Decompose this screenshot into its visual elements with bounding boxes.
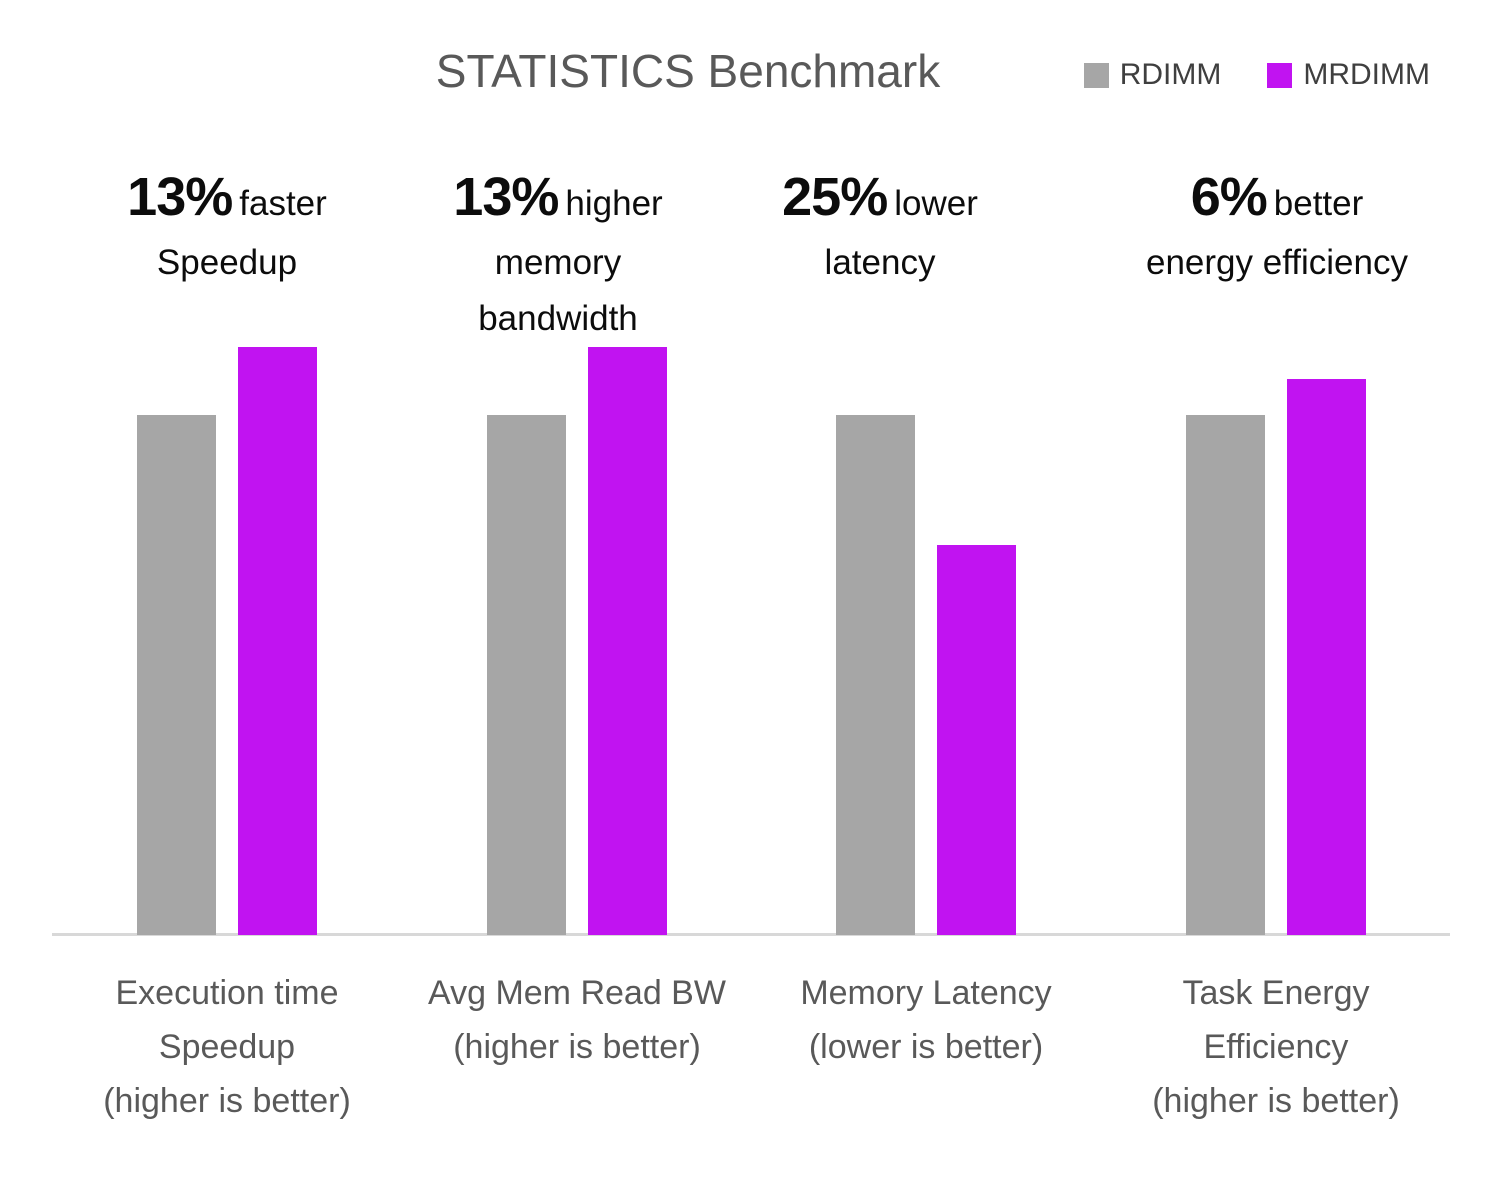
category-label-2: Avg Mem Read BW (higher is better) (377, 966, 777, 1074)
category-line: (higher is better) (1152, 1082, 1400, 1120)
annotation-percent: 13% (453, 167, 559, 227)
category-label-3: Memory Latency (lower is better) (726, 966, 1126, 1074)
legend: RDIMM MRDIMM (1083, 58, 1430, 92)
bar-mrdimm-1 (238, 347, 317, 935)
annotation-percent: 13% (127, 167, 233, 227)
annotation-qualifier: better (1273, 184, 1364, 223)
bar-mrdimm-2 (588, 347, 667, 935)
annotation-line: memory (494, 243, 622, 282)
bar-rdimm-4 (1186, 415, 1265, 935)
x-axis-line (52, 933, 1450, 936)
category-line: Efficiency (1203, 1028, 1349, 1066)
legend-item-rdimm: RDIMM (1083, 58, 1222, 92)
annotation-headline: 6% better (1047, 166, 1500, 235)
metric-annotation-4: 6% better energy efficiency (1047, 166, 1500, 291)
annotation-line: bandwidth (478, 299, 638, 338)
annotation-headline: 25% lower (650, 166, 1110, 235)
annotation-line: Speedup (156, 243, 298, 282)
category-line: Execution time (115, 974, 339, 1012)
bar-rdimm-1 (137, 415, 216, 935)
legend-item-mrdimm: MRDIMM (1267, 58, 1430, 92)
bar-mrdimm-4 (1287, 379, 1366, 935)
legend-label-mrdimm: MRDIMM (1303, 58, 1430, 91)
annotation-qualifier: faster (239, 184, 327, 223)
category-label-1: Execution time Speedup (higher is better) (27, 966, 427, 1128)
annotation-line: latency (824, 243, 936, 282)
metric-annotation-3: 25% lower latency (650, 166, 1110, 291)
metric-annotation-2: 13% higher memory bandwidth (328, 166, 788, 347)
category-line: (higher is better) (103, 1082, 351, 1120)
legend-swatch-rdimm (1083, 62, 1109, 88)
annotation-percent: 6% (1190, 167, 1268, 227)
category-line: Avg Mem Read BW (428, 974, 726, 1012)
category-label-4: Task Energy Efficiency (higher is better) (1076, 966, 1476, 1128)
legend-swatch-mrdimm (1267, 62, 1293, 88)
bar-mrdimm-3 (937, 545, 1016, 935)
category-line: Task Energy (1182, 974, 1370, 1012)
bar-rdimm-2 (487, 415, 566, 935)
bar-rdimm-3 (836, 415, 915, 935)
annotation-percent: 25% (782, 167, 888, 227)
annotation-headline: 13% faster (0, 166, 457, 235)
annotation-headline: 13% higher (328, 166, 788, 235)
annotation-line: energy efficiency (1145, 243, 1408, 282)
category-line: Speedup (158, 1028, 296, 1066)
category-line: (lower is better) (808, 1028, 1044, 1066)
annotation-qualifier: lower (894, 184, 978, 223)
category-line: Memory Latency (800, 974, 1052, 1012)
category-line: (higher is better) (453, 1028, 701, 1066)
legend-label-rdimm: RDIMM (1119, 58, 1222, 91)
metric-annotation-1: 13% faster Speedup (0, 166, 457, 291)
chart-title: STATISTICS Benchmark (435, 45, 941, 97)
annotation-qualifier: higher (565, 184, 663, 223)
